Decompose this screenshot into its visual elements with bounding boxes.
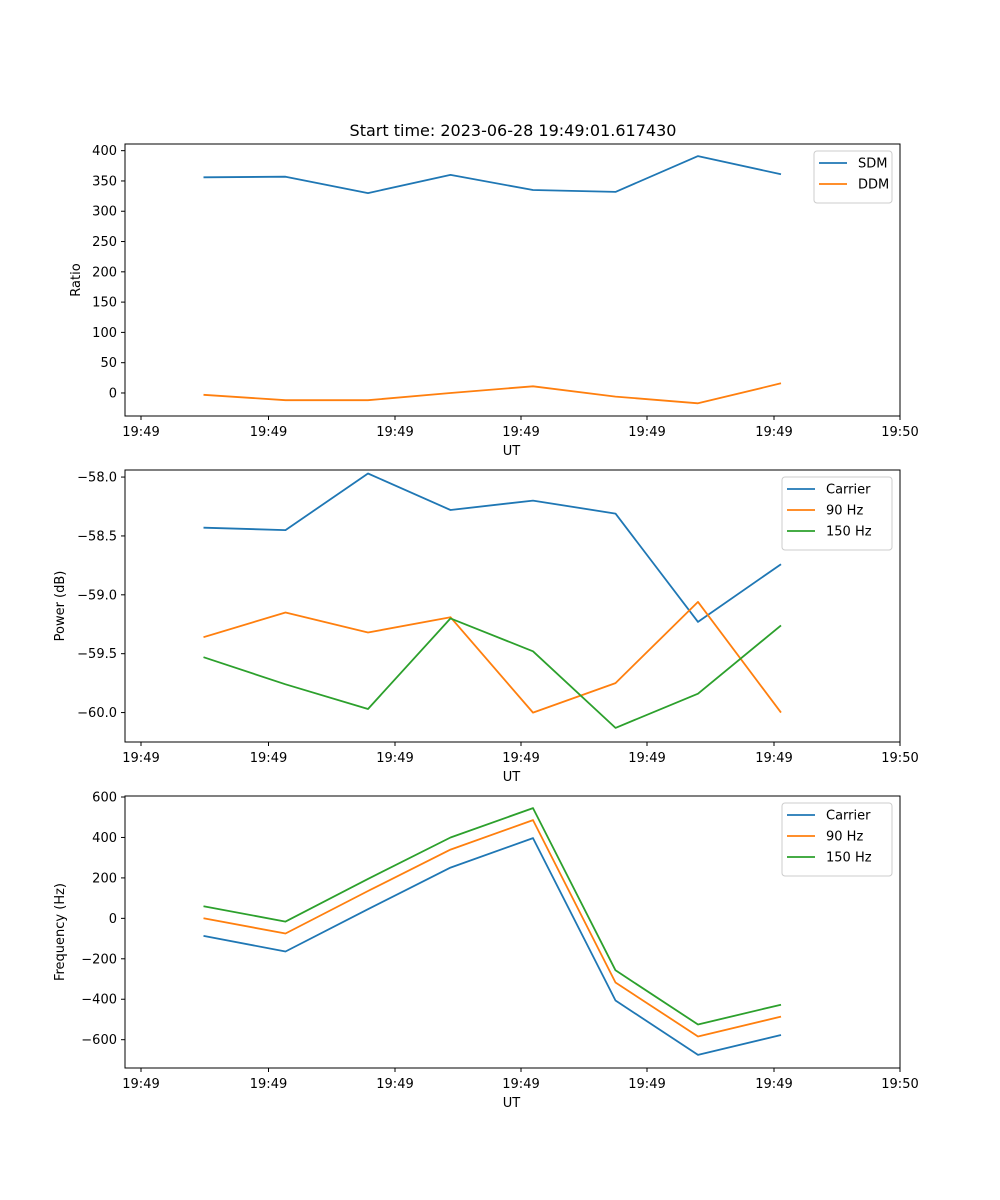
y-tick-label: −58.0 <box>77 471 117 486</box>
y-tick-label: 400 <box>92 831 117 846</box>
legend-label: DDM <box>858 178 889 193</box>
x-tick-label: 19:49 <box>755 425 792 440</box>
y-axis-label: Power (dB) <box>53 571 68 642</box>
x-tick-label: 19:50 <box>881 425 918 440</box>
x-tick-label: 19:49 <box>628 751 665 766</box>
x-tick-label: 19:49 <box>502 751 539 766</box>
chart-panel-1: 19:49 19:49 19:49 19:49 19:49 19:49 19:50 0 50 10… <box>69 143 919 459</box>
series-line-90-hz <box>203 819 782 1038</box>
y-tick-label: 400 <box>92 144 117 159</box>
x-tick-label: 19:49 <box>755 1077 792 1092</box>
x-tick-label: 19:49 <box>376 751 413 766</box>
series-line-90-hz <box>203 601 782 714</box>
legend-box <box>813 150 893 204</box>
y-tick-label: −200 <box>81 952 117 967</box>
legend-label: Carrier <box>826 483 871 498</box>
x-tick-label: 19:49 <box>250 1077 287 1092</box>
legend-label: 150 Hz <box>826 525 872 540</box>
y-tick-label: 600 <box>92 791 117 806</box>
y-tick-label: −59.0 <box>77 588 117 603</box>
x-tick-label: 19:49 <box>250 751 287 766</box>
y-tick-label: 200 <box>92 265 117 280</box>
legend-label: 90 Hz <box>826 504 863 519</box>
axes-frame <box>124 469 901 743</box>
y-tick-label: −600 <box>81 1033 117 1048</box>
y-tick-label: −400 <box>81 993 117 1008</box>
y-axis-label: Ratio <box>69 263 84 296</box>
x-axis-label: UT <box>503 1096 521 1111</box>
x-axis-label: UT <box>503 444 521 459</box>
legend-label: Carrier <box>826 809 871 824</box>
series-line-carrier <box>203 472 782 623</box>
y-tick-label: 300 <box>92 205 117 220</box>
series-line-sdm <box>203 155 782 195</box>
y-tick-label: 350 <box>92 174 117 189</box>
x-tick-label: 19:49 <box>122 1077 159 1092</box>
y-tick-label: 100 <box>92 326 117 341</box>
series-line-150-hz <box>203 617 782 729</box>
y-tick-label: 0 <box>109 386 117 401</box>
figure-title: Start time: 2023-06-28 19:49:01.617430 <box>350 121 677 140</box>
x-axis-label: UT <box>503 770 521 785</box>
y-tick-label: 150 <box>92 296 117 311</box>
legend: Carrier 90 Hz 150 Hz <box>781 802 893 877</box>
x-tick-label: 19:49 <box>502 425 539 440</box>
chart-panel-2: 19:49 19:49 19:49 19:49 19:49 19:49 19:50 −58.0… <box>53 469 919 785</box>
y-axis-label: Frequency (Hz) <box>53 883 68 981</box>
y-tick-label: −60.0 <box>77 706 117 721</box>
y-tick-label: 200 <box>92 871 117 886</box>
x-tick-label: 19:50 <box>881 1077 918 1092</box>
x-tick-label: 19:49 <box>376 1077 413 1092</box>
x-tick-label: 19:49 <box>755 751 792 766</box>
y-tick-label: −58.5 <box>77 529 117 544</box>
axes-frame <box>124 795 901 1069</box>
chart-panel-3: 19:49 19:49 19:49 19:49 19:49 19:49 19:50 600 40… <box>53 791 919 1111</box>
x-tick-label: 19:50 <box>881 751 918 766</box>
x-tick-label: 19:49 <box>502 1077 539 1092</box>
y-tick-label: 0 <box>109 912 117 927</box>
legend-label: 90 Hz <box>826 830 863 845</box>
legend: Carrier 90 Hz 150 Hz <box>781 476 893 551</box>
y-tick-label: −59.5 <box>77 647 117 662</box>
x-tick-label: 19:49 <box>376 425 413 440</box>
x-tick-label: 19:49 <box>250 425 287 440</box>
legend: SDM DDM <box>813 150 893 204</box>
series-line-carrier <box>203 837 782 1056</box>
x-tick-label: 19:49 <box>122 751 159 766</box>
y-tick-label: 50 <box>100 356 117 371</box>
legend-label: 150 Hz <box>826 851 872 866</box>
legend-label: SDM <box>858 157 887 172</box>
x-tick-label: 19:49 <box>122 425 159 440</box>
y-tick-label: 250 <box>92 235 117 250</box>
x-tick-label: 19:49 <box>628 1077 665 1092</box>
series-line-ddm <box>203 382 782 405</box>
axes-frame <box>124 143 901 417</box>
x-tick-label: 19:49 <box>628 425 665 440</box>
series-line-150-hz <box>203 807 782 1026</box>
